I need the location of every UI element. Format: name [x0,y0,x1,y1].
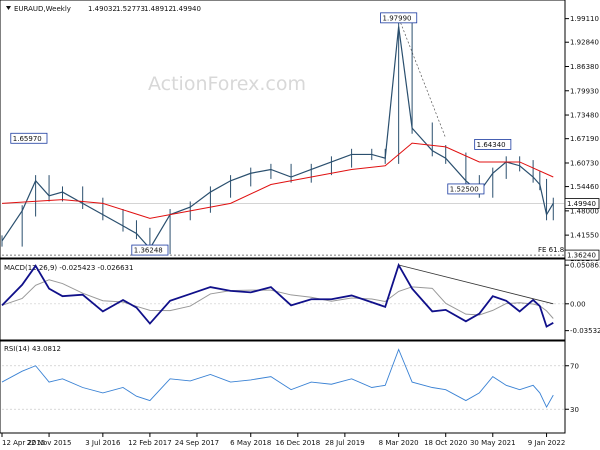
price-y-tick-label: 1.48000 [570,207,599,215]
price-annotation-box [447,183,485,195]
price-annotation-box [474,139,512,150]
price-y-tick-label: 1.86380 [570,63,599,71]
x-tick-label: 30 May 2021 [470,439,516,447]
fe-price-tag [564,249,600,261]
price-y-tick-label: 1.92840 [570,39,599,47]
ohlc-open: 1.49032 [88,5,117,13]
x-tick-label: 12 Feb 2017 [128,439,172,447]
macd-y-tick-label: -0.035322 [570,327,600,335]
x-tick-label: 12 Apr 2015 [2,439,45,447]
x-tick-label: 22 Nov 2015 [27,439,72,447]
x-tick-label: 3 Jul 2016 [85,439,121,447]
price-annotation-box [10,132,48,144]
price-annotation-label: 1.97990 [383,14,412,22]
x-tick-label: 16 Dec 2018 [275,439,320,447]
price-y-tick-label: 1.54460 [570,183,599,191]
ohlc-close: 1.49940 [172,5,201,13]
price-annotation-label: 1.36248 [134,247,163,255]
x-tick-label: 9 Jan 2022 [528,439,566,447]
macd-line [1,262,554,328]
price-annotation-label: 1.52500 [450,185,479,193]
ohlc-high: 1.52773 [116,5,145,13]
last-price-tag [564,198,600,209]
x-tick-label: 28 Jul 2019 [325,439,365,447]
watermark: ActionForex.com [148,73,306,95]
macd-signal-line [1,279,554,319]
price-y-tick-label: 1.60730 [570,159,599,167]
x-tick-label: 24 Sep 2017 [175,439,219,447]
price-y-tick-label: 1.99110 [570,15,599,23]
macd-trendline [398,264,554,305]
price-annotation-label: 1.64340 [477,141,506,149]
fe-price-value: 1.36240 [567,252,596,260]
x-tick-label: 8 Mar 2020 [379,439,419,447]
macd-panel-title: MACD(12,26,9) -0.025423 -0.026631 [4,264,133,272]
ohlc-low: 1.48912 [144,5,173,13]
macd-panel [0,258,566,341]
price-annotation-box [131,244,169,256]
rsi-y-axis: 70 30 [2,362,579,414]
rsi-panel [0,340,566,434]
fe-label: FE 61.8 [538,246,564,254]
rsi-panel-title: RSI(14) 43.0812 [4,345,61,353]
price-panel [0,0,566,259]
price-annotation-label: 1.65970 [13,135,42,143]
price-trendline [400,22,447,139]
price-line [1,26,554,250]
rsi-series [1,348,554,409]
macd-y-tick-label: 0.00 [570,300,586,308]
price-annotation-box [380,12,418,24]
macd-y-tick-label: 0.050863 [570,262,600,270]
rsi-line [1,348,554,409]
price-panel-title: EURAUD,Weekly [14,5,71,13]
price-y-tick-label: 1.67190 [570,135,599,143]
dropdown-triangle-icon[interactable] [6,6,11,10]
macd-series [1,262,565,328]
price-y-tick-label: 1.41550 [570,232,599,240]
last-price-value: 1.49940 [567,200,596,208]
moving-average-line [1,142,554,219]
rsi-y-tick-label: 70 [570,362,579,370]
rsi-y-tick-label: 30 [570,406,579,414]
price-series: 1.97990 1.64340 1.52500 1.36248 1.65970 1.499… [1,12,600,261]
macd-y-axis: 0.050863 0.00 -0.035322 [565,262,600,335]
x-tick-label: 18 Oct 2020 [424,439,467,447]
x-tick-label: 6 May 2018 [230,439,271,447]
price-y-axis: 1.99110 1.92840 1.86380 1.79930 1.73480 1.671… [565,15,599,263]
price-y-tick-label: 1.73480 [570,112,599,120]
price-y-tick-label: 1.79930 [570,87,599,95]
